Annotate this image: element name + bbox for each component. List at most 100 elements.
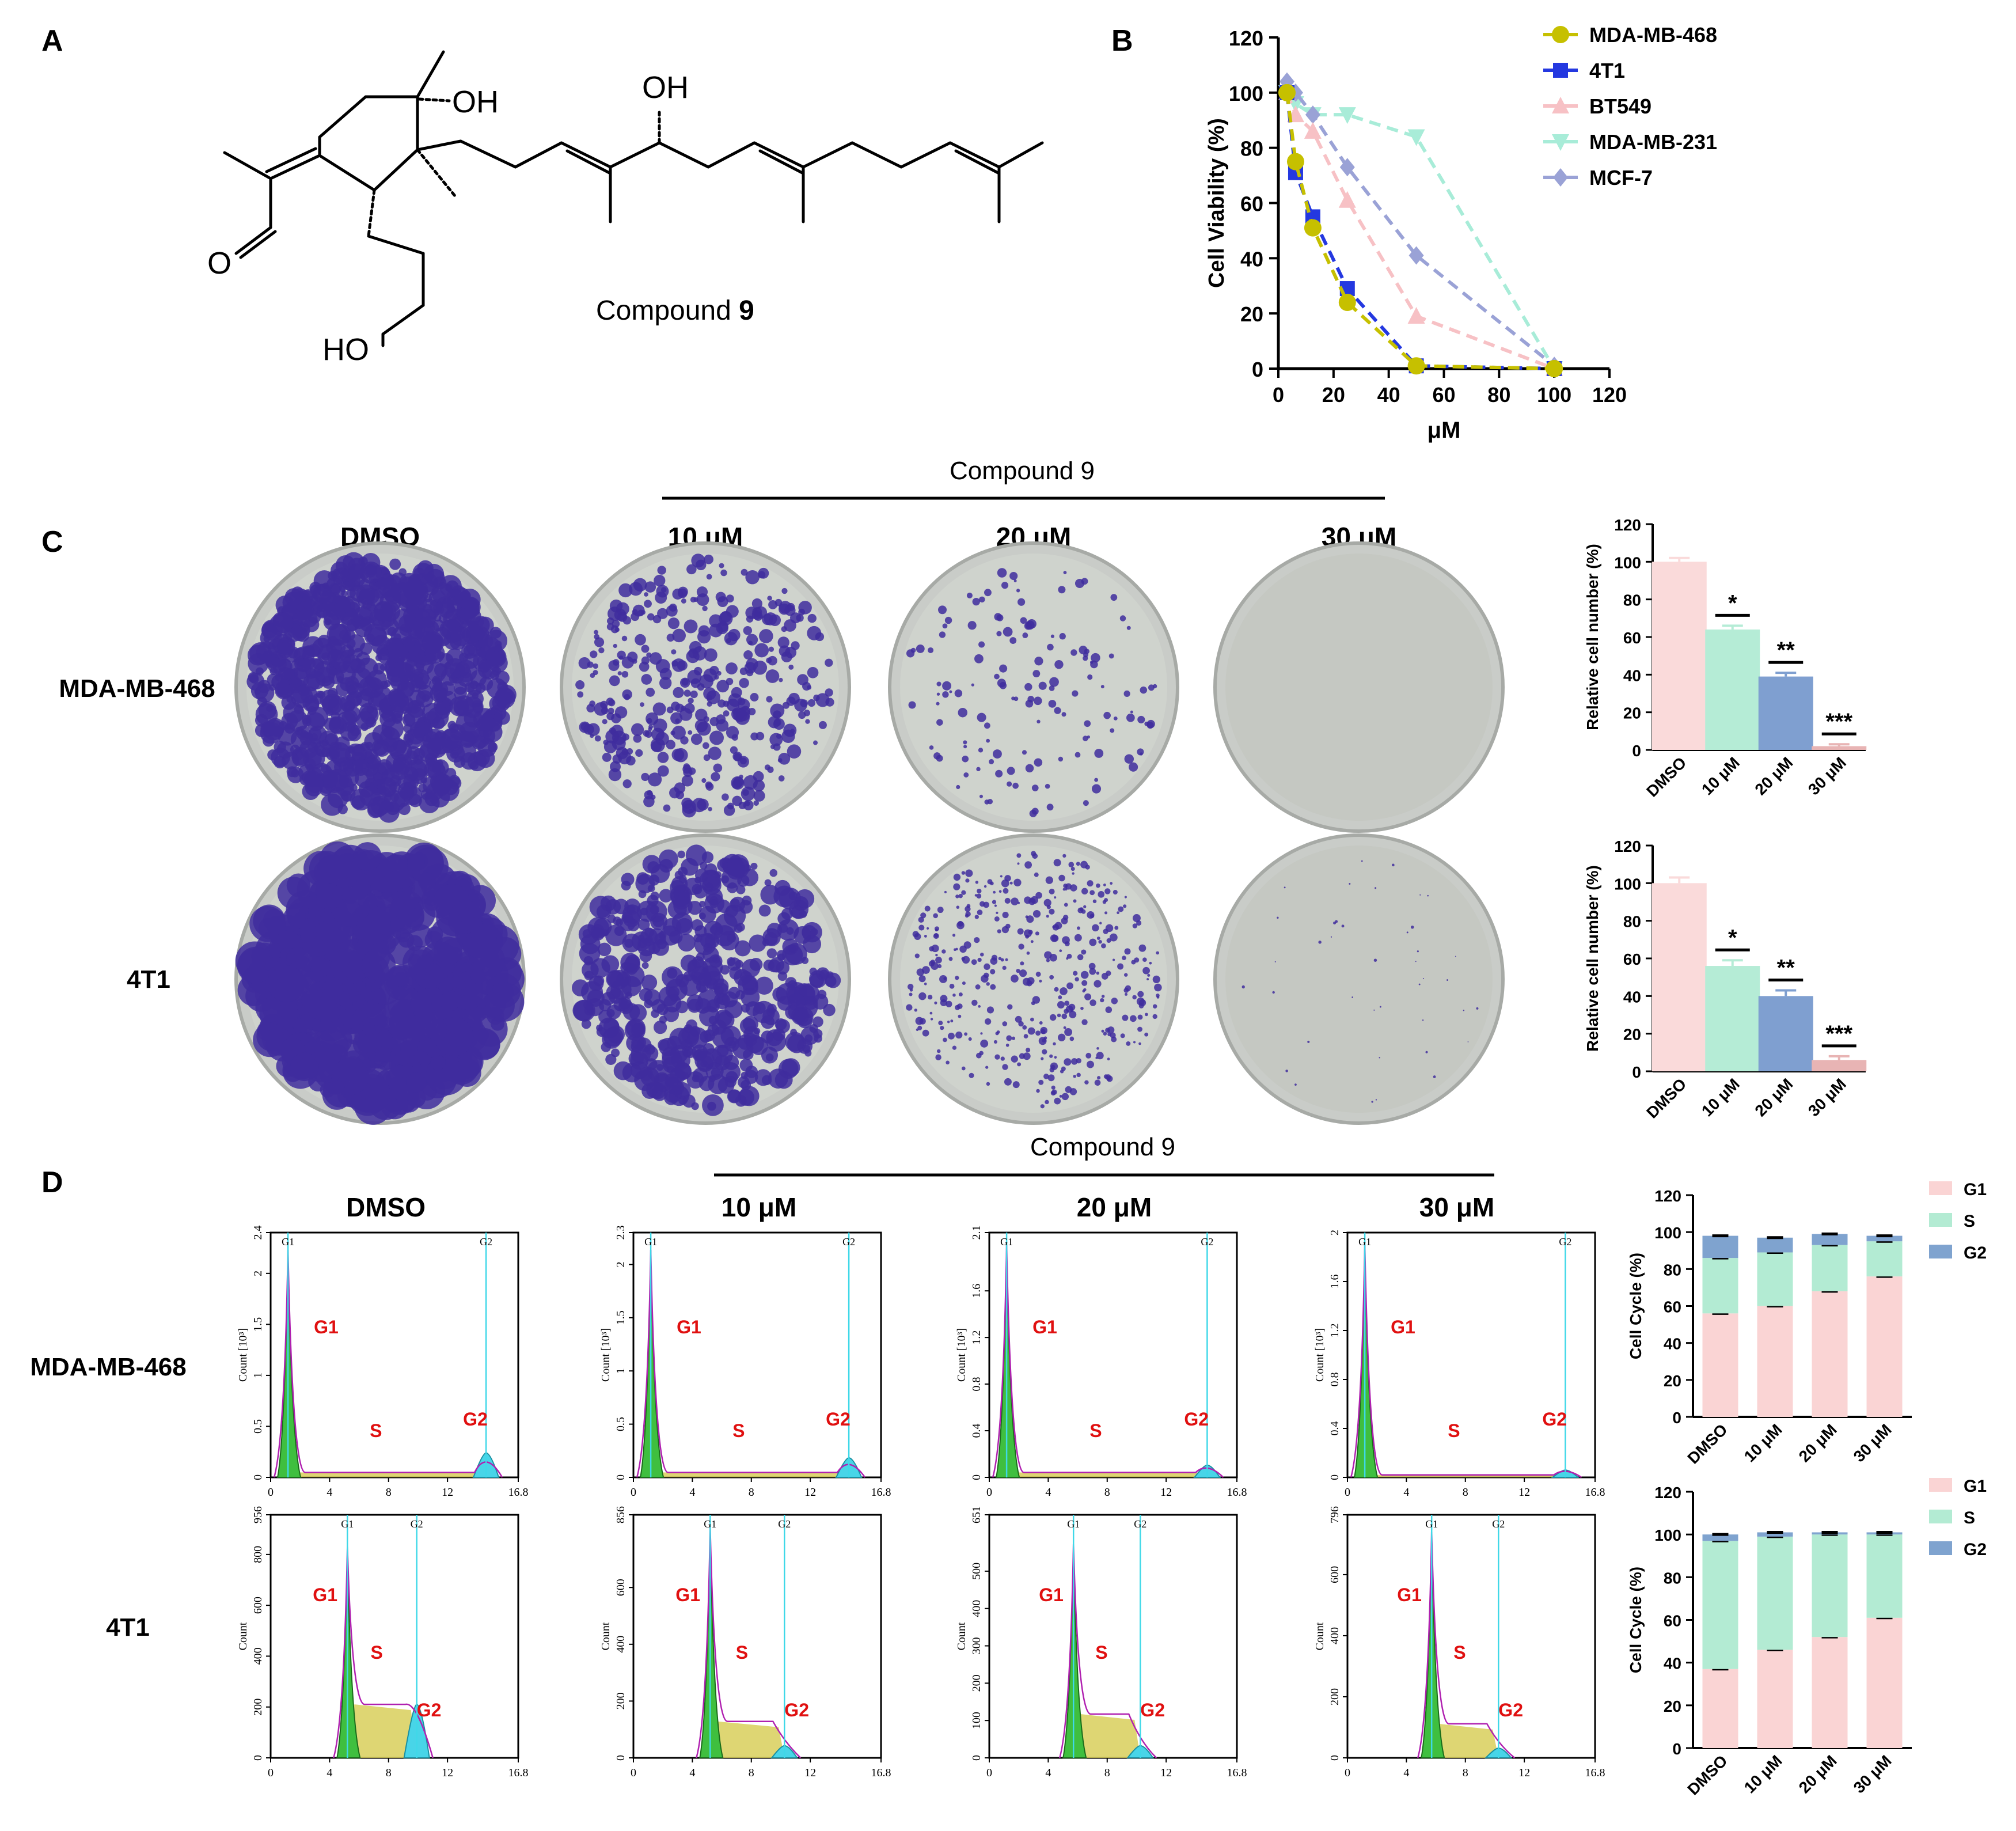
- colony: [644, 989, 661, 1006]
- colony: [1096, 1052, 1104, 1060]
- colony-dish-4t1-dmso: [234, 833, 526, 1125]
- colony: [980, 1039, 989, 1048]
- colony: [929, 745, 934, 750]
- colony: [644, 581, 656, 593]
- cc-segment-s-30-m: [1866, 1534, 1903, 1618]
- cc-legend-swatch: [1929, 1181, 1952, 1195]
- colony: [807, 667, 819, 678]
- colony: [413, 755, 423, 765]
- chart-b-series-mcf-7: [1279, 72, 1562, 376]
- colony: [812, 994, 829, 1010]
- colony: [1011, 897, 1019, 905]
- colony: [657, 765, 669, 777]
- colony: [997, 929, 1001, 934]
- histogram-y-tick-label: 2.3: [614, 1226, 627, 1240]
- colony: [1108, 653, 1114, 659]
- colony: [1149, 961, 1152, 965]
- panel-c-column-labels: DMSO 10 μM 20 μM 30 μM: [340, 522, 1396, 552]
- colony: [1049, 1014, 1057, 1021]
- colony: [713, 925, 735, 947]
- cc-segment-g1-dmso: [1702, 1669, 1738, 1748]
- colony: [1427, 894, 1429, 897]
- colony: [1003, 888, 1009, 894]
- colony: [587, 661, 594, 668]
- colony: [1156, 994, 1160, 998]
- cc-legend-item-g2: G2: [1929, 1540, 1987, 1559]
- colony: [1022, 1025, 1027, 1030]
- colony: [302, 718, 312, 727]
- colony: [1148, 684, 1155, 691]
- colony: [936, 681, 941, 687]
- colony: [335, 682, 350, 696]
- colony: [647, 718, 652, 724]
- colony: [647, 613, 655, 621]
- colony: [1137, 1026, 1142, 1032]
- colony: [1118, 906, 1124, 912]
- colony: [1129, 762, 1138, 772]
- colony: [739, 1018, 757, 1034]
- colony: [940, 1026, 944, 1030]
- panel-label-d: D: [41, 1166, 63, 1199]
- colony: [761, 1030, 774, 1044]
- colony: [958, 708, 967, 718]
- colony: [703, 754, 711, 761]
- colony: [1081, 949, 1087, 955]
- colony: [918, 916, 924, 923]
- colony: [1072, 690, 1079, 697]
- colony: [621, 881, 631, 891]
- histogram-y-axis-label: Count [10³]: [599, 1328, 612, 1382]
- g1-marker-label: G1: [1067, 1518, 1080, 1530]
- colony: [1152, 1014, 1157, 1019]
- colony: [1057, 1001, 1065, 1009]
- colony: [977, 909, 983, 915]
- chart-b-y-tick-label: 120: [1229, 26, 1263, 50]
- colony: [966, 592, 973, 598]
- colony: [929, 1011, 933, 1015]
- colony: [933, 933, 939, 939]
- colony: [1124, 754, 1134, 764]
- colony: [617, 671, 622, 676]
- histogram-x-tick-label: 0: [986, 1766, 992, 1779]
- colony: [825, 688, 833, 697]
- colony: [1422, 1019, 1424, 1021]
- chart-b-data-point: [1338, 294, 1356, 311]
- panel-c-row-labels: MDA-MB-468 4T1: [59, 674, 215, 994]
- colony: [1379, 1006, 1381, 1008]
- colony: [347, 762, 354, 769]
- colony: [391, 711, 403, 723]
- colony: [356, 584, 375, 604]
- colony: [746, 669, 754, 677]
- chart-b-legend-label: 4T1: [1589, 59, 1625, 82]
- colony: [773, 710, 781, 719]
- colony: [688, 697, 694, 704]
- colony: [1020, 961, 1024, 966]
- colony: [800, 699, 808, 707]
- dish-plate: [1225, 846, 1493, 1113]
- colony: [282, 752, 299, 769]
- colony: [1073, 1074, 1076, 1078]
- colony: [1277, 916, 1279, 919]
- cc-segment-g2-10-m: [1757, 1237, 1793, 1253]
- colony: [1035, 892, 1042, 899]
- colony: [1098, 891, 1105, 898]
- colony: [1092, 924, 1099, 932]
- colony: [657, 608, 669, 619]
- colony: [1043, 1036, 1047, 1040]
- colony: [654, 574, 666, 587]
- colony: [1096, 971, 1100, 975]
- bar-20-m: [1758, 996, 1813, 1071]
- colony: [952, 1045, 957, 1050]
- colony: [366, 602, 376, 612]
- bar-30-m: [1812, 746, 1867, 750]
- chart-b-y-tick-label: 60: [1240, 192, 1263, 216]
- cc-segment-s-dmso: [1702, 1541, 1738, 1669]
- colony: [1009, 881, 1013, 885]
- colony: [944, 890, 947, 893]
- cc-chart-y-tick-label: 100: [1654, 1224, 1681, 1242]
- bar-chart-y-tick-label: 40: [1623, 666, 1641, 684]
- g1-marker-label: G1: [1358, 1236, 1371, 1248]
- colony: [996, 614, 1004, 621]
- colony: [936, 1049, 941, 1053]
- colony: [442, 728, 460, 746]
- colony: [1392, 863, 1395, 867]
